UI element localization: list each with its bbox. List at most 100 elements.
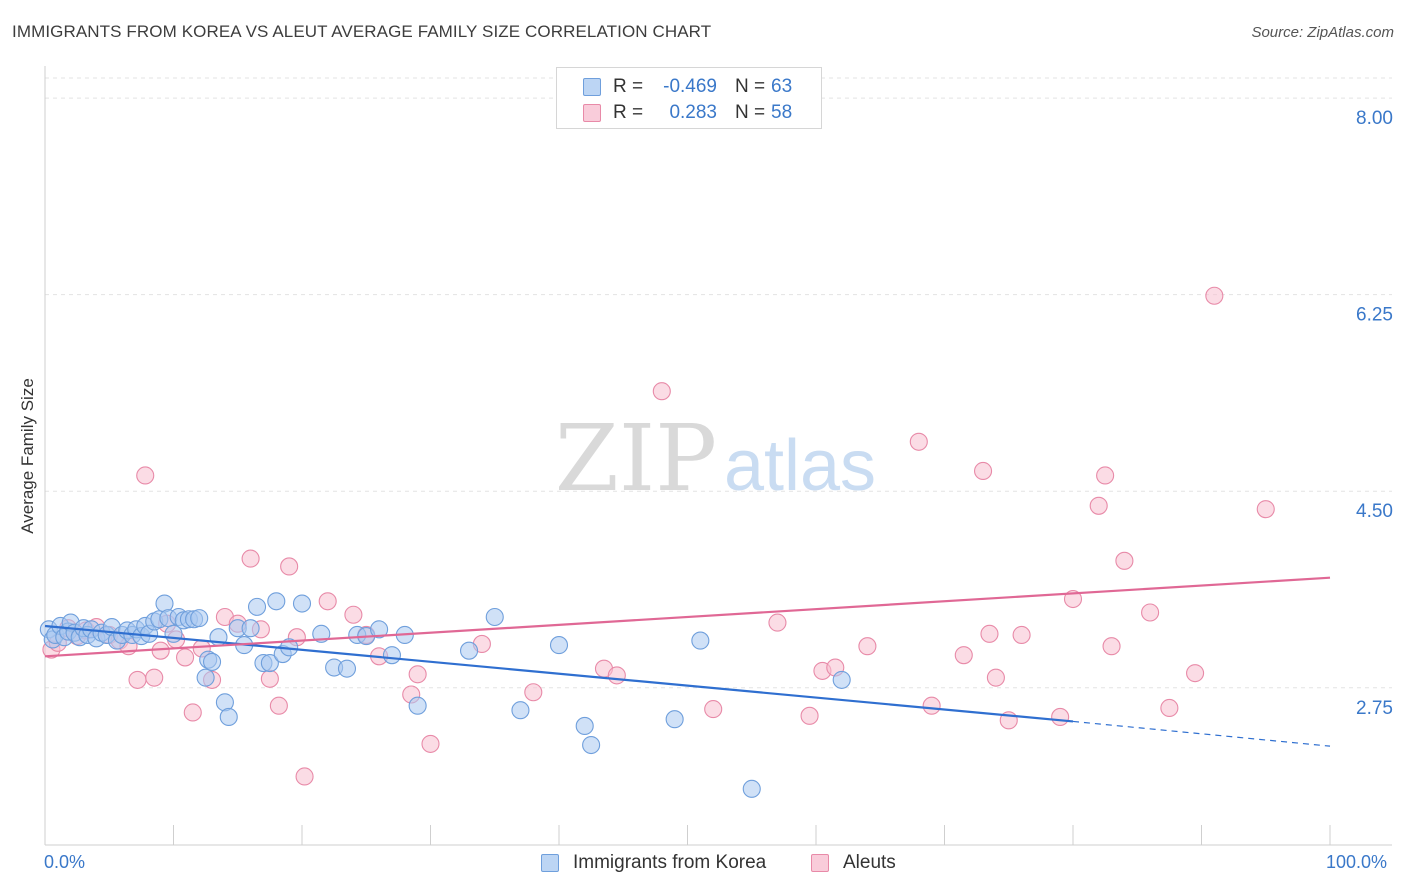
data-point <box>800 706 819 725</box>
data-point <box>145 668 164 687</box>
y-tick-labels: 2.75 4.50 6.25 8.00 <box>1356 108 1393 719</box>
data-point <box>858 637 877 656</box>
watermark-zip: ZIP <box>555 405 717 512</box>
data-point <box>511 701 530 720</box>
data-point <box>370 620 389 639</box>
data-point <box>1186 664 1205 683</box>
korea-trend-extension <box>1072 720 1331 747</box>
data-point <box>607 666 626 685</box>
data-point <box>1102 637 1121 656</box>
n-value: 63 <box>771 76 793 97</box>
korea-trend-line <box>44 624 1074 723</box>
korea-legend-swatch <box>541 854 559 872</box>
data-point <box>1205 286 1224 305</box>
n-label: N = <box>735 102 766 123</box>
grid-lines <box>45 77 1392 689</box>
data-point <box>128 670 147 689</box>
data-point <box>704 700 723 719</box>
korea-points <box>39 592 851 798</box>
data-point <box>136 466 155 485</box>
data-point <box>549 636 569 655</box>
r-label: R = <box>613 76 644 97</box>
watermark-atlas: atlas <box>724 426 876 506</box>
data-point <box>922 696 941 715</box>
data-point <box>459 641 479 660</box>
data-point <box>337 659 357 678</box>
aleut-legend-swatch <box>811 854 829 872</box>
data-point <box>1141 603 1160 622</box>
stats-legend: R = -0.469 N = 63 R = 0.283 N = 58 <box>556 67 822 129</box>
data-point <box>909 432 928 451</box>
data-point <box>1096 466 1115 485</box>
data-point <box>832 670 851 689</box>
data-point <box>1089 496 1108 515</box>
aleut-swatch <box>583 104 601 122</box>
data-point <box>219 707 238 727</box>
chart-title: IMMIGRANTS FROM KOREA VS ALEUT AVERAGE F… <box>12 22 712 41</box>
data-point <box>524 683 543 702</box>
data-point <box>176 648 195 667</box>
data-point <box>344 605 363 624</box>
korea-swatch <box>583 78 601 96</box>
aleut-trend-line <box>44 576 1331 658</box>
data-point <box>196 668 215 687</box>
data-point <box>1160 698 1179 718</box>
data-point <box>292 594 312 613</box>
data-point <box>1012 625 1031 645</box>
data-point <box>485 607 504 627</box>
stats-row-aleut: R = 0.283 N = 58 <box>557 101 821 127</box>
r-label: R = <box>613 102 644 123</box>
data-point <box>582 735 601 755</box>
data-point <box>260 653 279 673</box>
trend-lines <box>44 576 1331 747</box>
data-point <box>973 461 993 481</box>
y-tick-label: 2.75 <box>1356 698 1393 719</box>
data-point <box>408 665 427 684</box>
data-point <box>768 613 787 632</box>
r-value: 0.283 <box>669 102 717 123</box>
y-tick-label: 8.00 <box>1356 108 1393 129</box>
data-point <box>980 624 999 643</box>
data-point <box>408 696 427 715</box>
x-tick-max: 100.0% <box>1326 852 1388 872</box>
data-point <box>742 779 761 798</box>
data-point <box>421 734 440 753</box>
y-tick-label: 4.50 <box>1356 501 1393 522</box>
legend-label: Immigrants from Korea <box>573 852 767 873</box>
n-value: 58 <box>771 102 793 123</box>
data-point <box>954 646 973 665</box>
source-label: Source: ZipAtlas.com <box>1251 24 1394 41</box>
data-point <box>986 668 1005 687</box>
data-point <box>269 696 288 715</box>
data-point <box>318 592 337 611</box>
x-tick-min: 0.0% <box>44 852 86 872</box>
y-tick-label: 6.25 <box>1356 305 1393 326</box>
data-point <box>247 597 267 616</box>
data-point <box>267 592 286 611</box>
data-point <box>691 631 710 650</box>
data-point <box>1115 551 1134 570</box>
data-point <box>295 767 314 786</box>
data-point <box>575 716 594 735</box>
data-point <box>203 652 222 671</box>
data-point <box>241 619 260 638</box>
data-point <box>190 609 209 628</box>
data-point <box>1051 707 1070 727</box>
r-value: -0.469 <box>663 76 717 97</box>
watermark: ZIP atlas <box>555 405 876 512</box>
data-point <box>652 382 671 401</box>
data-point <box>260 669 279 688</box>
data-point <box>183 703 202 722</box>
data-point <box>241 549 260 568</box>
data-point <box>1256 500 1275 519</box>
data-point <box>665 710 684 729</box>
stats-row-korea: R = -0.469 N = 63 <box>557 75 821 101</box>
n-label: N = <box>735 76 766 97</box>
legend-label: Aleuts <box>843 852 896 873</box>
data-point <box>382 646 402 665</box>
y-axis-label: Average Family Size <box>18 378 37 534</box>
data-point <box>1063 589 1083 609</box>
axes <box>44 66 1392 846</box>
series-legend: Immigrants from Korea Aleuts <box>0 852 1406 878</box>
